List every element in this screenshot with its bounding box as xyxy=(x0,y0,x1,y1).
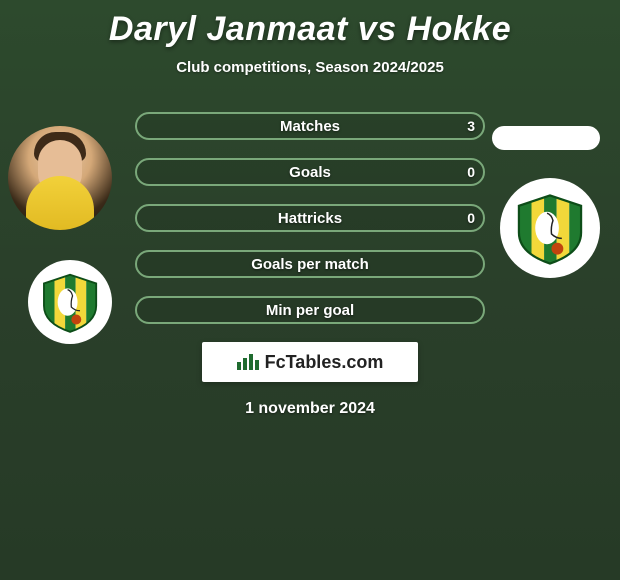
stat-row: Min per goal xyxy=(135,296,485,324)
brand-text: FcTables.com xyxy=(265,352,384,373)
stat-row: Matches 3 xyxy=(135,112,485,140)
player-placeholder-right xyxy=(492,126,600,150)
stat-value: 3 xyxy=(467,118,475,134)
stat-value: 0 xyxy=(467,164,475,180)
bar-chart-icon xyxy=(237,354,259,370)
ado-badge-icon xyxy=(39,271,101,333)
page-title: Daryl Janmaat vs Hokke xyxy=(0,0,620,49)
club-badge-right xyxy=(500,178,600,278)
stats-container: Matches 3 Goals 0 Hattricks 0 Goals per … xyxy=(135,112,485,324)
page-subtitle: Club competitions, Season 2024/2025 xyxy=(0,59,620,76)
player-photo-left xyxy=(8,126,112,230)
stat-row: Goals 0 xyxy=(135,158,485,186)
stat-value: 0 xyxy=(467,210,475,226)
brand-box: FcTables.com xyxy=(202,342,418,382)
club-badge-left xyxy=(28,260,112,344)
stat-label: Min per goal xyxy=(266,302,354,319)
stat-row: Hattricks 0 xyxy=(135,204,485,232)
stat-label: Hattricks xyxy=(278,210,342,227)
ado-badge-icon xyxy=(513,191,587,265)
stat-label: Goals per match xyxy=(251,256,369,273)
stat-label: Goals xyxy=(289,164,331,181)
stat-label: Matches xyxy=(280,118,340,135)
stat-row: Goals per match xyxy=(135,250,485,278)
footer-date: 1 november 2024 xyxy=(0,400,620,418)
